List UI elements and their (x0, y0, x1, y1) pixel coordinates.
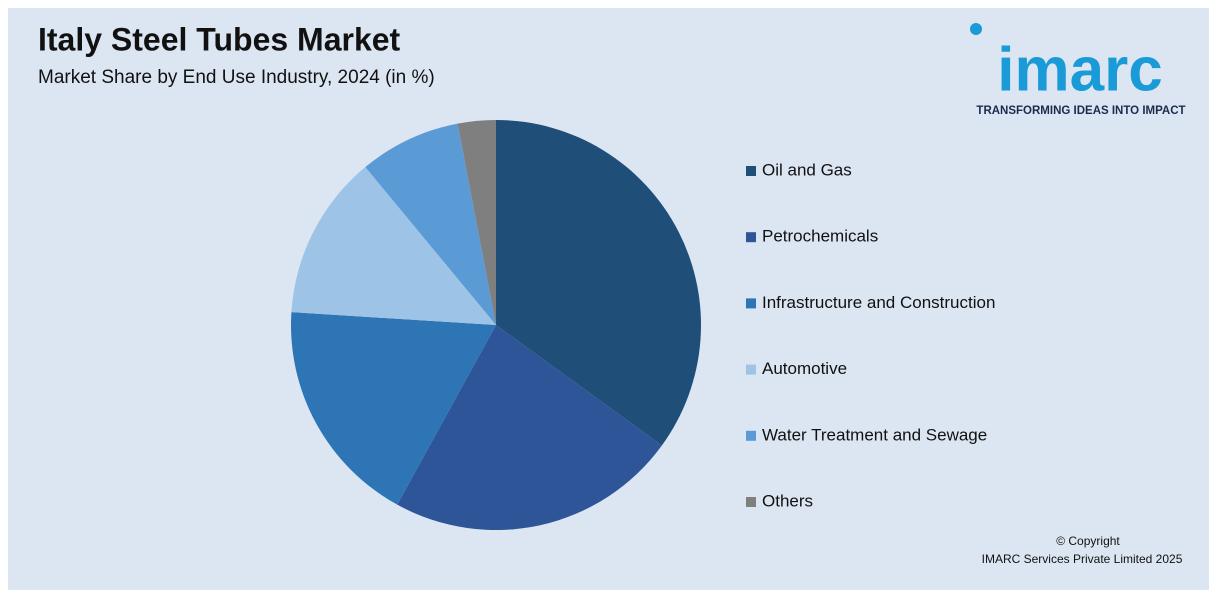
copyright-owner: IMARC Services Private Limited 2025 (982, 552, 1183, 566)
logo-tagline: TRANSFORMING IDEAS INTO IMPACT (976, 105, 1185, 117)
legend-label: Infrastructure and Construction (762, 293, 995, 312)
legend-label: Automotive (762, 359, 847, 378)
pie-slice (365, 123, 496, 326)
legend-swatch (746, 232, 756, 243)
legend-label: Petrochemicals (762, 227, 878, 246)
legend-swatch (746, 497, 756, 507)
logo-dot (970, 23, 982, 35)
pie-slice (291, 312, 496, 505)
legend-label: Others (762, 491, 813, 510)
legend-swatch (746, 430, 756, 441)
legend-label: Oil and Gas (762, 160, 852, 179)
chart-subtitle: Market Share by End Use Industry, 2024 (… (38, 67, 435, 88)
legend-swatch (746, 298, 756, 309)
pie-slice (496, 120, 701, 446)
pie-slice (397, 325, 662, 531)
legend-swatch (746, 364, 756, 375)
logo-name: imarc (997, 35, 1162, 104)
copyright: © Copyright (1056, 534, 1120, 548)
pie-slice (291, 167, 496, 325)
legend-label: Water Treatment and Sewage (762, 425, 987, 444)
chart-title: Italy Steel Tubes Market (38, 21, 401, 57)
pie-slice (457, 120, 496, 325)
legend-swatch (746, 166, 756, 176)
